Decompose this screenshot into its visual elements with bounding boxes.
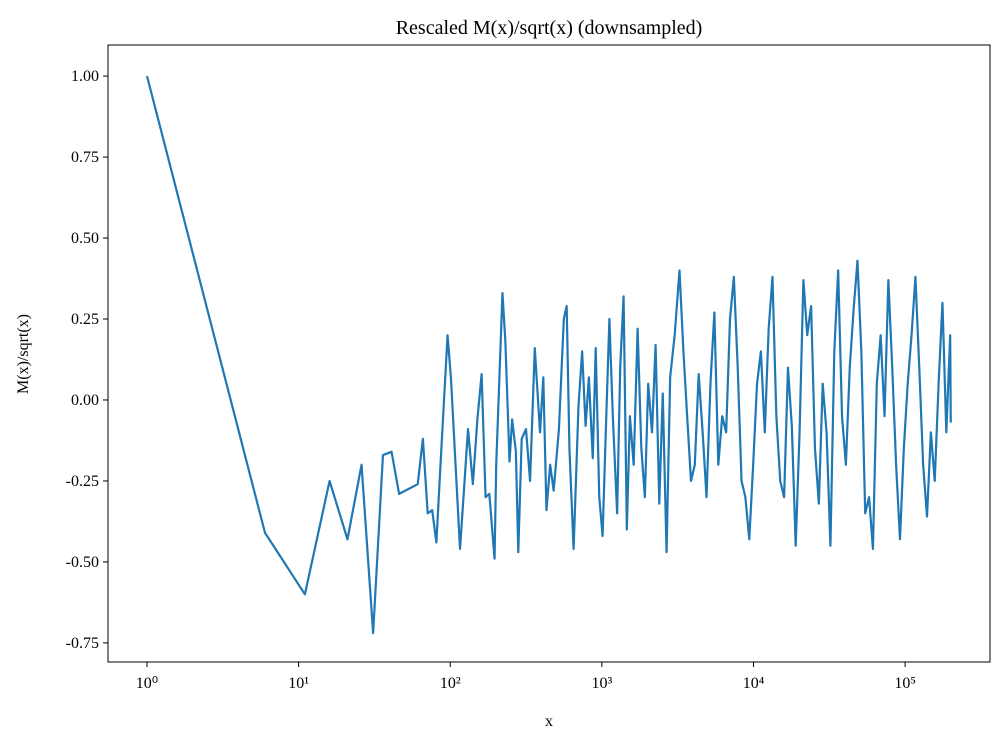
y-tick-label: 0.25	[71, 311, 99, 328]
x-tick-label: 10⁵	[894, 675, 916, 692]
y-tick-label: 0.75	[71, 149, 99, 166]
x-tick-label: 10³	[591, 675, 612, 692]
x-axis-label: x	[545, 713, 553, 730]
y-axis-label: M(x)/sqrt(x)	[15, 314, 32, 394]
y-tick-label: -0.75	[66, 635, 99, 652]
y-tick-label: 0.00	[71, 392, 99, 409]
y-tick-label: -0.50	[66, 554, 99, 571]
plot-frame	[107, 44, 991, 663]
x-tick-label: 10²	[440, 675, 461, 692]
x-tick-label: 10¹	[288, 675, 309, 692]
data-line	[145, 75, 952, 635]
y-tick-label: 1.00	[71, 68, 99, 85]
chart-title: Rescaled M(x)/sqrt(x) (downsampled)	[396, 17, 703, 39]
y-tick-label: -0.25	[66, 473, 99, 490]
x-tick-label: 10⁴	[743, 675, 765, 692]
y-tick-label: 0.50	[71, 230, 99, 247]
x-tick-label: 10⁰	[136, 675, 158, 692]
